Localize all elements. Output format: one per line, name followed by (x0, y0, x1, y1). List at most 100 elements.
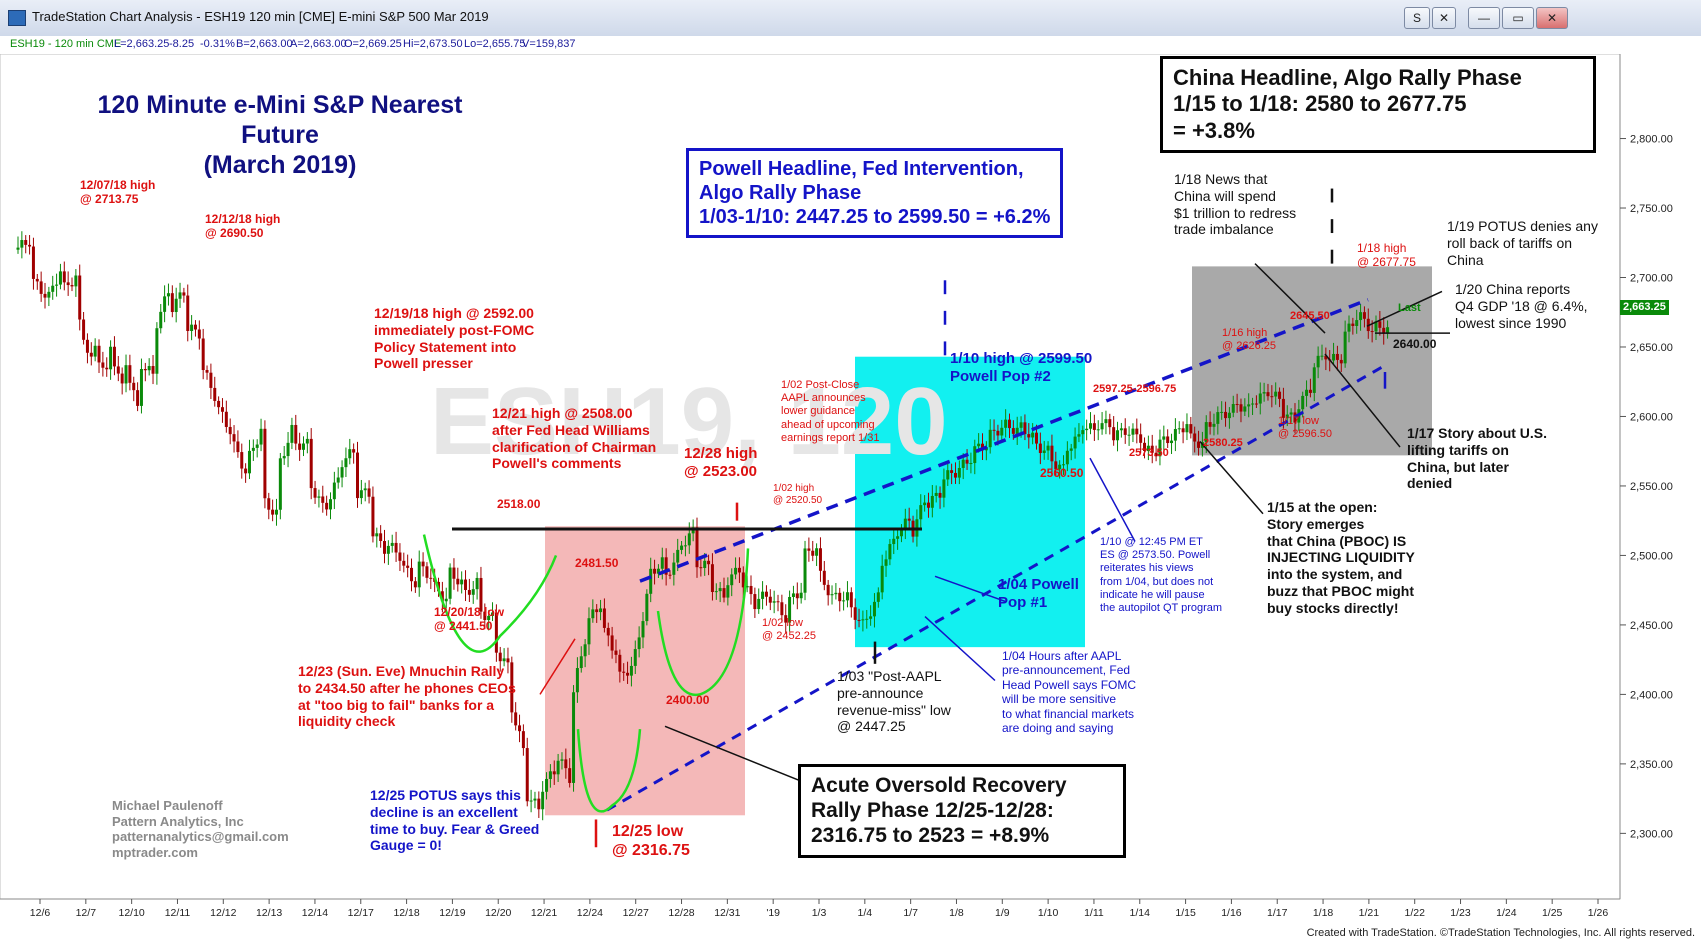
candle-body (97, 345, 101, 363)
candle-body (953, 472, 957, 478)
annotation-0104-hours: 1/04 Hours after AAPL pre-announcement, … (1002, 649, 1137, 735)
close-chart-icon[interactable]: ✕ (1432, 7, 1456, 29)
candle-body (336, 477, 340, 483)
candle-body (1335, 353, 1339, 360)
candle-body (1073, 436, 1077, 449)
candle-body (1216, 412, 1220, 424)
candle-body (745, 585, 749, 588)
candle-body (730, 574, 734, 586)
trendline-upper (639, 298, 1369, 583)
annotation-mnuchin: 12/23 (Sun. Eve) Mnuchin Rally to 2434.5… (298, 663, 516, 730)
candle-body (394, 542, 398, 553)
close-button[interactable]: ✕ (1536, 7, 1568, 29)
candle-body (946, 470, 950, 480)
candle-body (1166, 436, 1170, 444)
candle-body (1374, 321, 1378, 332)
chart-title: 120 Minute e-Mini S&P Nearest Future (Ma… (97, 91, 463, 179)
candle-body (641, 621, 645, 638)
candle-body (1135, 428, 1139, 435)
candle-body (834, 592, 838, 595)
candle-body (120, 373, 124, 384)
change-value: -8.25 (169, 38, 195, 50)
x-tick-label: 1/16 (1221, 907, 1242, 919)
candle-body (587, 618, 591, 645)
candle-body (402, 560, 406, 566)
candle-body (529, 800, 533, 802)
candle-body (572, 692, 576, 783)
candle-body (687, 533, 691, 546)
candle-body (1170, 440, 1174, 444)
y-tick-label: 2,550.00 (1630, 481, 1673, 493)
pointer-0119 (1366, 290, 1443, 327)
last-price-tag: 2,663.25 (1620, 300, 1669, 316)
candle-body (228, 426, 232, 435)
candle-body (371, 496, 375, 537)
candle-body (614, 650, 618, 655)
candle-body (1046, 445, 1050, 451)
candle-body (109, 346, 113, 370)
candle-body (205, 370, 209, 373)
s-button[interactable]: S (1404, 7, 1430, 29)
candle-body (973, 446, 977, 464)
pointer-0110-pm (1089, 457, 1136, 542)
x-tick-label: 12/27 (623, 907, 649, 919)
candle-body (977, 443, 981, 447)
candle-body (147, 366, 151, 371)
last-label: Last (1398, 302, 1421, 314)
candle-body (1332, 353, 1336, 361)
candle-body (699, 567, 703, 569)
candle-body (236, 441, 240, 453)
candle-body (799, 592, 803, 599)
label-2481: 2481.50 (575, 556, 619, 570)
maximize-button[interactable]: ▭ (1502, 7, 1534, 29)
candle-body (707, 560, 711, 565)
candle-body (24, 240, 28, 245)
candle-body (726, 585, 730, 598)
y-tick-label: 2,800.00 (1630, 134, 1673, 146)
y-tick-label: 2,400.00 (1630, 689, 1673, 701)
candle-body (301, 443, 305, 450)
candle-body (1239, 404, 1243, 412)
x-tick-label: 1/18 (1313, 907, 1334, 919)
candle-body (930, 495, 934, 508)
symbol-info-bar: ESH19 - 120 min CME L=2,663.25 -8.25 -0.… (0, 36, 1701, 54)
candle-body (1370, 331, 1374, 333)
candle-body (548, 771, 552, 779)
candle-body (456, 578, 460, 585)
candle-body (398, 552, 402, 561)
annotation-1228-high: 12/28 high @ 2523.00 (684, 445, 758, 480)
candle-body (491, 612, 495, 616)
candle-body (425, 566, 429, 578)
candle-body (1278, 391, 1282, 399)
candle-body (938, 492, 942, 498)
candle-body (1359, 312, 1363, 321)
candle-body (1208, 422, 1212, 427)
open-value: O=2,669.25 (344, 38, 402, 50)
watermark: ESH19, 120 (430, 368, 948, 475)
x-tick-label: 1/10 (1038, 907, 1059, 919)
candle-body (240, 452, 244, 469)
candle-body (487, 615, 491, 621)
app-icon (8, 10, 26, 26)
candle-body (1281, 398, 1285, 418)
candle-body (579, 656, 583, 669)
candle-body (992, 429, 996, 431)
candle-body (332, 482, 336, 500)
y-axis: 2,800.00 2,750.00 2,700.00 2,650.00 2,600.00… (1619, 54, 1673, 899)
x-tick-label: 1/26 (1588, 907, 1609, 919)
candle-body (251, 447, 255, 451)
annotation-1219-high: 12/19/18 high @ 2592.00 immediately post… (374, 305, 535, 372)
candle-body (62, 271, 66, 283)
candle-body (1173, 428, 1177, 441)
candle-body (406, 565, 410, 568)
annotation-0118-news: 1/18 News that China will spend $1 trill… (1174, 171, 1297, 238)
candle-body (1308, 389, 1312, 393)
candle-body (340, 467, 344, 478)
x-tick-label: 12/24 (577, 907, 603, 919)
candle-body (190, 324, 194, 332)
trend-overlays (422, 188, 1450, 848)
low-value: Lo=2,655.75 (464, 38, 526, 50)
minimize-button[interactable]: — (1468, 7, 1500, 29)
candle-body (926, 502, 930, 508)
candle-body (664, 557, 668, 575)
